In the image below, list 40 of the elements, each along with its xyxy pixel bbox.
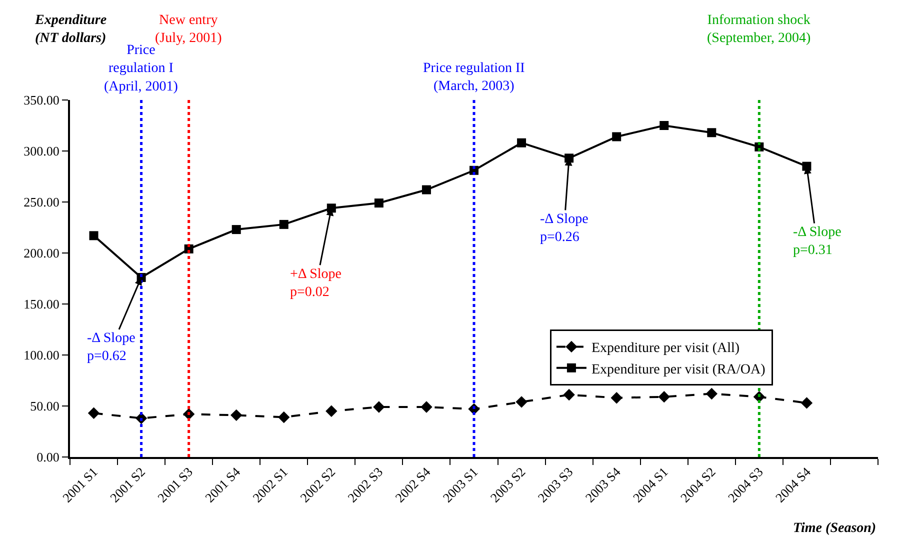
- y-tick-label: 0.00: [36, 450, 60, 465]
- x-axis-title: Time (Season): [793, 521, 876, 536]
- annotation: -Δ Slope p=0.62: [87, 331, 136, 364]
- point: [707, 128, 716, 138]
- ref-line-label: New entry (July, 2001): [155, 13, 222, 46]
- legend-label: Expenditure per visit (All): [591, 341, 740, 356]
- point: [658, 390, 670, 403]
- y-tick-label: 100.00: [24, 348, 60, 363]
- point: [373, 401, 385, 413]
- annotation: +Δ Slope p=0.02: [290, 267, 342, 300]
- point: [660, 121, 669, 130]
- ref-line-label: Price regulation II (March, 2003): [423, 61, 526, 94]
- point: [278, 411, 290, 424]
- ref-line-label: Information shock (September, 2004): [707, 13, 811, 46]
- y-tick-label: 250.00: [24, 194, 60, 210]
- point: [230, 409, 242, 422]
- y-tick-label: 50.00: [30, 398, 60, 414]
- point: [706, 388, 718, 400]
- point: [420, 401, 432, 413]
- point: [88, 407, 100, 419]
- point: [516, 396, 528, 408]
- annotation: -Δ Slope p=0.26: [540, 212, 588, 246]
- point: [610, 392, 622, 404]
- y-tick-label: 200.00: [24, 246, 60, 261]
- point: [517, 138, 526, 148]
- point: [326, 405, 338, 417]
- y-tick-label: 350.00: [24, 92, 60, 108]
- point: [800, 397, 813, 409]
- point: [563, 388, 575, 401]
- point: [232, 225, 241, 234]
- point: [89, 231, 98, 240]
- legend-label: Expenditure per visit (RA/OA): [591, 362, 766, 378]
- point: [612, 132, 622, 142]
- y-tick-label: 300.00: [24, 144, 60, 159]
- point: [279, 220, 288, 229]
- annotation: -Δ Slope p=0.31: [793, 225, 842, 258]
- point: [422, 185, 431, 194]
- y-axis-title: Expenditure (NT dollars): [34, 13, 107, 46]
- point: [374, 198, 384, 208]
- y-tick-label: 150.00: [24, 296, 60, 312]
